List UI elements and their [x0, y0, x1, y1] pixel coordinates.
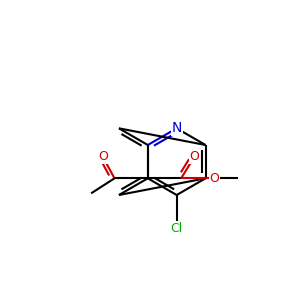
Text: N: N	[172, 121, 182, 135]
Text: Cl: Cl	[170, 222, 183, 235]
Text: O: O	[209, 172, 219, 185]
Text: O: O	[190, 150, 200, 163]
Text: O: O	[98, 150, 108, 163]
